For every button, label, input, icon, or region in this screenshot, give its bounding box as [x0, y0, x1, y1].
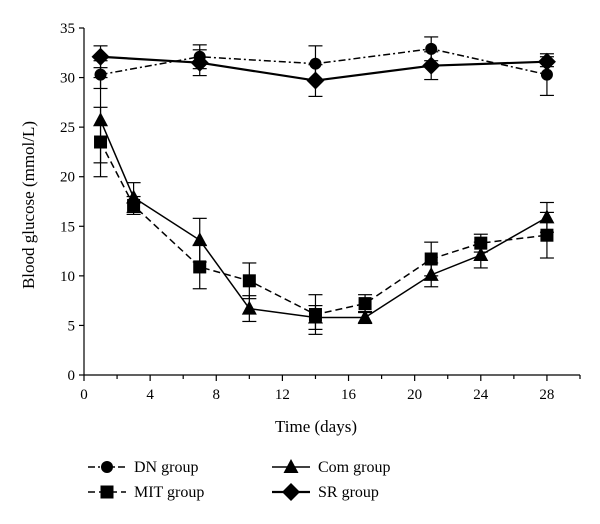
legend-marker-dn-group: [101, 461, 113, 473]
y-tick-label: 35: [60, 21, 75, 37]
data-point-com-group: [192, 232, 208, 247]
series-line-mit-group: [99, 141, 548, 316]
data-point-com-group: [357, 309, 373, 324]
y-tick-label: 20: [60, 170, 75, 186]
data-point-mit-group: [358, 297, 372, 311]
y-tick-label: 5: [68, 318, 76, 334]
data-point-mit-group: [94, 135, 108, 149]
x-tick-label: 28: [539, 387, 554, 403]
data-point-sr-group: [422, 56, 441, 75]
legend-label-com-group: Com group: [318, 459, 390, 476]
data-point-mit-group: [308, 308, 322, 322]
legend-marker-com-group: [283, 459, 299, 473]
series-line-com-group: [99, 119, 548, 319]
y-tick-label: 15: [60, 219, 75, 235]
legend-label-dn-group: DN group: [134, 459, 198, 476]
x-axis-label: Time (days): [275, 417, 357, 436]
data-point-com-group: [473, 247, 489, 262]
data-point-com-group: [241, 300, 257, 315]
data-point-dn-group: [540, 68, 553, 81]
x-tick-label: 12: [275, 387, 290, 403]
data-point-sr-group: [190, 53, 209, 72]
data-point-mit-group: [424, 252, 438, 266]
data-point-sr-group: [537, 52, 556, 71]
y-tick-label: 0: [68, 368, 76, 384]
legend-label-mit-group: MIT group: [134, 484, 204, 501]
data-point-sr-group: [91, 47, 110, 66]
data-point-mit-group: [540, 228, 554, 242]
data-point-mit-group: [242, 274, 256, 288]
data-point-mit-group: [474, 236, 488, 250]
x-tick-label: 0: [80, 387, 88, 403]
y-tick-label: 25: [60, 120, 75, 136]
plot-area: 0 5 10 15 20 25 30 35 0 4 8 12 16 20 24 28: [60, 21, 581, 403]
data-point-sr-group: [306, 71, 325, 90]
legend: DN group Com group MIT group SR group: [88, 459, 390, 501]
legend-marker-sr-group: [282, 483, 300, 501]
data-point-mit-group: [127, 198, 141, 212]
legend-marker-mit-group: [100, 485, 114, 499]
data-point-dn-group: [309, 57, 322, 70]
legend-label-sr-group: SR group: [318, 484, 379, 501]
x-tick-label: 20: [407, 387, 422, 403]
data-point-mit-group: [193, 260, 207, 274]
x-tick-label: 8: [213, 387, 221, 403]
x-tick-label: 4: [146, 387, 154, 403]
x-tick-label: 16: [341, 387, 357, 403]
y-tick-label: 30: [60, 71, 75, 87]
x-tick-label: 24: [473, 387, 489, 403]
series-line-sr-group: [100, 55, 547, 82]
y-tick-label: 10: [60, 269, 75, 285]
y-axis-label: Blood glucose (mmol/L): [19, 121, 38, 289]
